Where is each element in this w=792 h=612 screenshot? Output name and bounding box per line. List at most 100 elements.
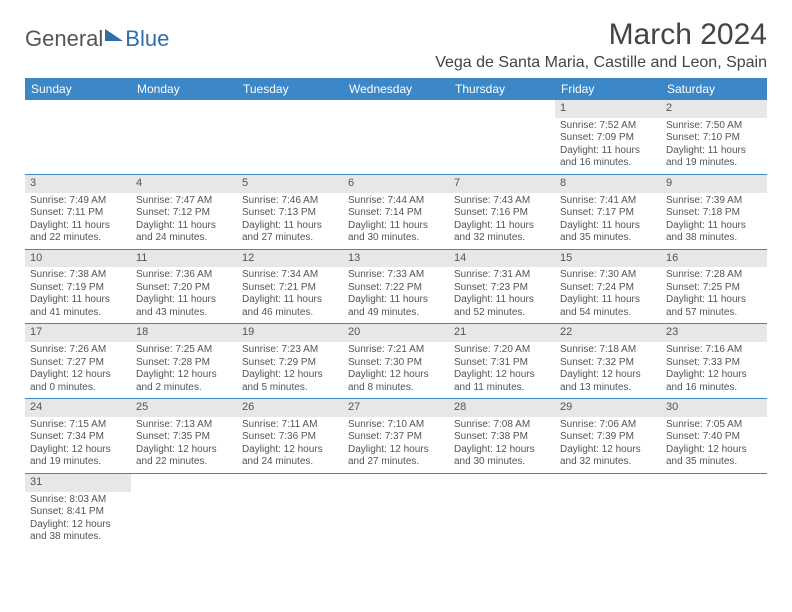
calendar-cell (237, 473, 343, 547)
calendar-cell (661, 473, 767, 547)
calendar-cell: 18Sunrise: 7:25 AMSunset: 7:28 PMDayligh… (131, 324, 237, 399)
sunset-text: Sunset: 7:21 PM (242, 282, 338, 295)
sunrise-text: Sunrise: 7:44 AM (348, 195, 444, 208)
calendar-cell: 13Sunrise: 7:33 AMSunset: 7:22 PMDayligh… (343, 249, 449, 324)
calendar-cell: 4Sunrise: 7:47 AMSunset: 7:12 PMDaylight… (131, 174, 237, 249)
daylight-text: Daylight: 12 hours and 27 minutes. (348, 444, 444, 469)
day-number: 3 (25, 175, 131, 193)
calendar-cell: 24Sunrise: 7:15 AMSunset: 7:34 PMDayligh… (25, 399, 131, 474)
daylight-text: Daylight: 11 hours and 22 minutes. (30, 220, 126, 245)
day-number: 13 (343, 250, 449, 268)
day-number: 14 (449, 250, 555, 268)
sunset-text: Sunset: 7:36 PM (242, 431, 338, 444)
calendar-cell: 6Sunrise: 7:44 AMSunset: 7:14 PMDaylight… (343, 174, 449, 249)
calendar-cell: 21Sunrise: 7:20 AMSunset: 7:31 PMDayligh… (449, 324, 555, 399)
calendar-cell (555, 473, 661, 547)
month-title: March 2024 (435, 18, 767, 52)
calendar-cell: 27Sunrise: 7:10 AMSunset: 7:37 PMDayligh… (343, 399, 449, 474)
sunset-text: Sunset: 7:13 PM (242, 207, 338, 220)
calendar-cell: 19Sunrise: 7:23 AMSunset: 7:29 PMDayligh… (237, 324, 343, 399)
daylight-text: Daylight: 11 hours and 32 minutes. (454, 220, 550, 245)
sunrise-text: Sunrise: 7:10 AM (348, 419, 444, 432)
day-number: 15 (555, 250, 661, 268)
sunset-text: Sunset: 7:12 PM (136, 207, 232, 220)
day-number: 31 (25, 474, 131, 492)
daylight-text: Daylight: 11 hours and 38 minutes. (666, 220, 762, 245)
daylight-text: Daylight: 11 hours and 19 minutes. (666, 145, 762, 170)
calendar-cell (449, 473, 555, 547)
calendar-cell: 17Sunrise: 7:26 AMSunset: 7:27 PMDayligh… (25, 324, 131, 399)
daylight-text: Daylight: 11 hours and 41 minutes. (30, 294, 126, 319)
day-number: 11 (131, 250, 237, 268)
col-monday: Monday (131, 78, 237, 100)
calendar-cell: 8Sunrise: 7:41 AMSunset: 7:17 PMDaylight… (555, 174, 661, 249)
calendar-cell (25, 100, 131, 174)
daylight-text: Daylight: 11 hours and 57 minutes. (666, 294, 762, 319)
col-saturday: Saturday (661, 78, 767, 100)
day-number: 28 (449, 399, 555, 417)
sunset-text: Sunset: 7:35 PM (136, 431, 232, 444)
day-number: 9 (661, 175, 767, 193)
day-number: 22 (555, 324, 661, 342)
sunrise-text: Sunrise: 7:15 AM (30, 419, 126, 432)
sunset-text: Sunset: 7:18 PM (666, 207, 762, 220)
daylight-text: Daylight: 12 hours and 0 minutes. (30, 369, 126, 394)
col-friday: Friday (555, 78, 661, 100)
sunrise-text: Sunrise: 7:50 AM (666, 120, 762, 133)
col-sunday: Sunday (25, 78, 131, 100)
sunset-text: Sunset: 7:14 PM (348, 207, 444, 220)
daylight-text: Daylight: 12 hours and 5 minutes. (242, 369, 338, 394)
daylight-text: Daylight: 11 hours and 35 minutes. (560, 220, 656, 245)
calendar-cell (131, 100, 237, 174)
col-tuesday: Tuesday (237, 78, 343, 100)
day-number: 6 (343, 175, 449, 193)
daylight-text: Daylight: 11 hours and 46 minutes. (242, 294, 338, 319)
calendar-cell: 15Sunrise: 7:30 AMSunset: 7:24 PMDayligh… (555, 249, 661, 324)
sunrise-text: Sunrise: 7:08 AM (454, 419, 550, 432)
calendar-row: 31Sunrise: 8:03 AMSunset: 8:41 PMDayligh… (25, 473, 767, 547)
flag-icon (105, 29, 123, 41)
weekday-header-row: Sunday Monday Tuesday Wednesday Thursday… (25, 78, 767, 100)
sunset-text: Sunset: 7:33 PM (666, 357, 762, 370)
calendar-cell: 25Sunrise: 7:13 AMSunset: 7:35 PMDayligh… (131, 399, 237, 474)
calendar-row: 17Sunrise: 7:26 AMSunset: 7:27 PMDayligh… (25, 324, 767, 399)
sunset-text: Sunset: 7:11 PM (30, 207, 126, 220)
daylight-text: Daylight: 11 hours and 54 minutes. (560, 294, 656, 319)
calendar-cell: 11Sunrise: 7:36 AMSunset: 7:20 PMDayligh… (131, 249, 237, 324)
day-number: 23 (661, 324, 767, 342)
sunrise-text: Sunrise: 7:39 AM (666, 195, 762, 208)
calendar-cell: 22Sunrise: 7:18 AMSunset: 7:32 PMDayligh… (555, 324, 661, 399)
calendar-row: 24Sunrise: 7:15 AMSunset: 7:34 PMDayligh… (25, 399, 767, 474)
sunset-text: Sunset: 7:17 PM (560, 207, 656, 220)
sunset-text: Sunset: 7:31 PM (454, 357, 550, 370)
calendar-cell: 23Sunrise: 7:16 AMSunset: 7:33 PMDayligh… (661, 324, 767, 399)
calendar-cell: 30Sunrise: 7:05 AMSunset: 7:40 PMDayligh… (661, 399, 767, 474)
sunrise-text: Sunrise: 7:43 AM (454, 195, 550, 208)
calendar-cell: 10Sunrise: 7:38 AMSunset: 7:19 PMDayligh… (25, 249, 131, 324)
calendar-cell (343, 473, 449, 547)
day-number: 20 (343, 324, 449, 342)
col-thursday: Thursday (449, 78, 555, 100)
day-number: 19 (237, 324, 343, 342)
calendar-cell: 7Sunrise: 7:43 AMSunset: 7:16 PMDaylight… (449, 174, 555, 249)
day-number: 26 (237, 399, 343, 417)
sunset-text: Sunset: 7:20 PM (136, 282, 232, 295)
sunrise-text: Sunrise: 7:36 AM (136, 269, 232, 282)
sunset-text: Sunset: 7:39 PM (560, 431, 656, 444)
day-number: 17 (25, 324, 131, 342)
sunset-text: Sunset: 7:16 PM (454, 207, 550, 220)
col-wednesday: Wednesday (343, 78, 449, 100)
daylight-text: Daylight: 12 hours and 30 minutes. (454, 444, 550, 469)
day-number: 25 (131, 399, 237, 417)
sunrise-text: Sunrise: 7:33 AM (348, 269, 444, 282)
sunset-text: Sunset: 7:22 PM (348, 282, 444, 295)
header-row: GeneralBlue March 2024 Vega de Santa Mar… (25, 18, 767, 72)
day-number: 1 (555, 100, 661, 118)
sunset-text: Sunset: 7:28 PM (136, 357, 232, 370)
daylight-text: Daylight: 11 hours and 16 minutes. (560, 145, 656, 170)
daylight-text: Daylight: 12 hours and 11 minutes. (454, 369, 550, 394)
daylight-text: Daylight: 12 hours and 2 minutes. (136, 369, 232, 394)
day-number: 16 (661, 250, 767, 268)
sunset-text: Sunset: 7:25 PM (666, 282, 762, 295)
calendar-cell: 14Sunrise: 7:31 AMSunset: 7:23 PMDayligh… (449, 249, 555, 324)
